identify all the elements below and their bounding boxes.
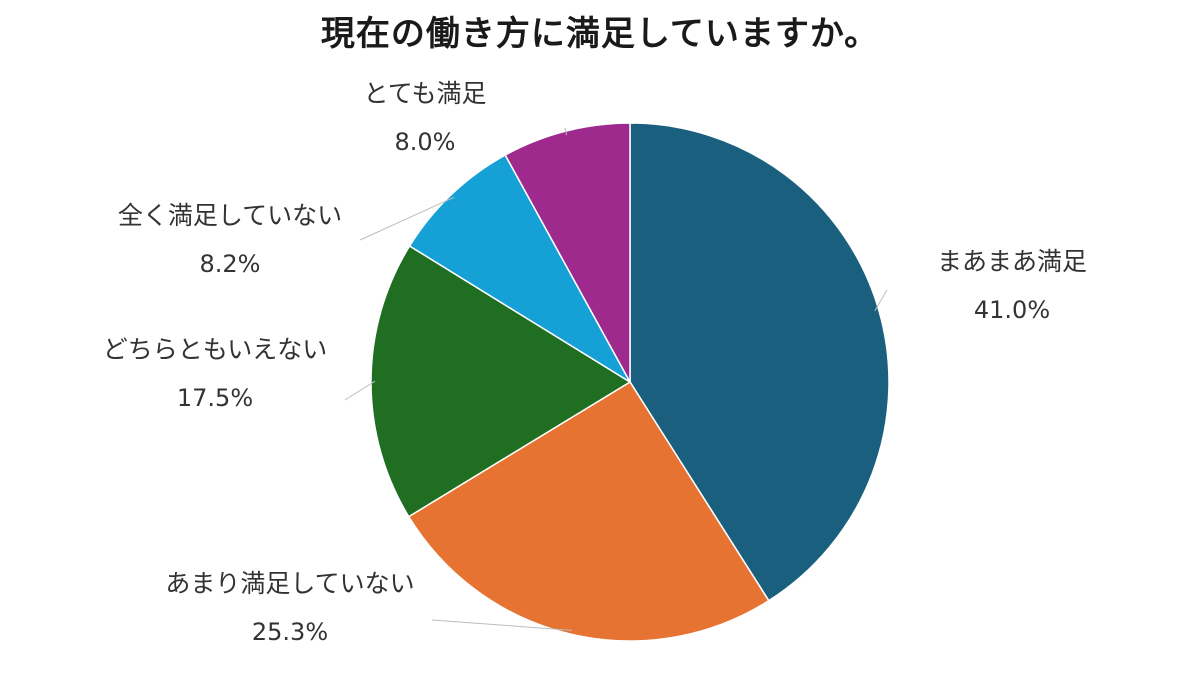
leader-line xyxy=(874,289,888,312)
slice-label-group: 全く満足していない 8.2% xyxy=(118,201,342,278)
slice-label-group: どちらともいえない 17.5% xyxy=(103,335,328,412)
slice-category-label: まあまあ満足 xyxy=(937,247,1087,276)
slice-label-group: まあまあ満足 41.0% xyxy=(937,247,1087,324)
pie-slice xyxy=(408,154,633,385)
slice-value-label: 8.0% xyxy=(395,128,456,156)
slice-value-label: 8.2% xyxy=(200,250,261,278)
leader-line xyxy=(431,619,573,631)
slice-category-label: どちらともいえない xyxy=(103,335,328,364)
leader-line xyxy=(344,380,376,401)
leader-line xyxy=(359,196,455,241)
slice-value-label: 41.0% xyxy=(974,296,1050,324)
leader-line xyxy=(564,127,568,136)
slice-category-label: あまり満足していない xyxy=(165,569,414,598)
slice-category-label: 全く満足していない xyxy=(118,201,342,230)
pie-slice xyxy=(629,122,890,602)
pie-slice xyxy=(407,380,770,642)
slice-label-group: とても満足 8.0% xyxy=(363,79,486,156)
slice-value-label: 17.5% xyxy=(177,384,253,412)
pie-slice xyxy=(370,244,632,518)
slice-label-group: あまり満足していない 25.3% xyxy=(165,569,414,646)
slice-value-label: 25.3% xyxy=(252,618,328,646)
slice-category-label: とても満足 xyxy=(363,79,486,108)
chart-title: 現在の働き方に満足していますか。 xyxy=(320,14,880,54)
